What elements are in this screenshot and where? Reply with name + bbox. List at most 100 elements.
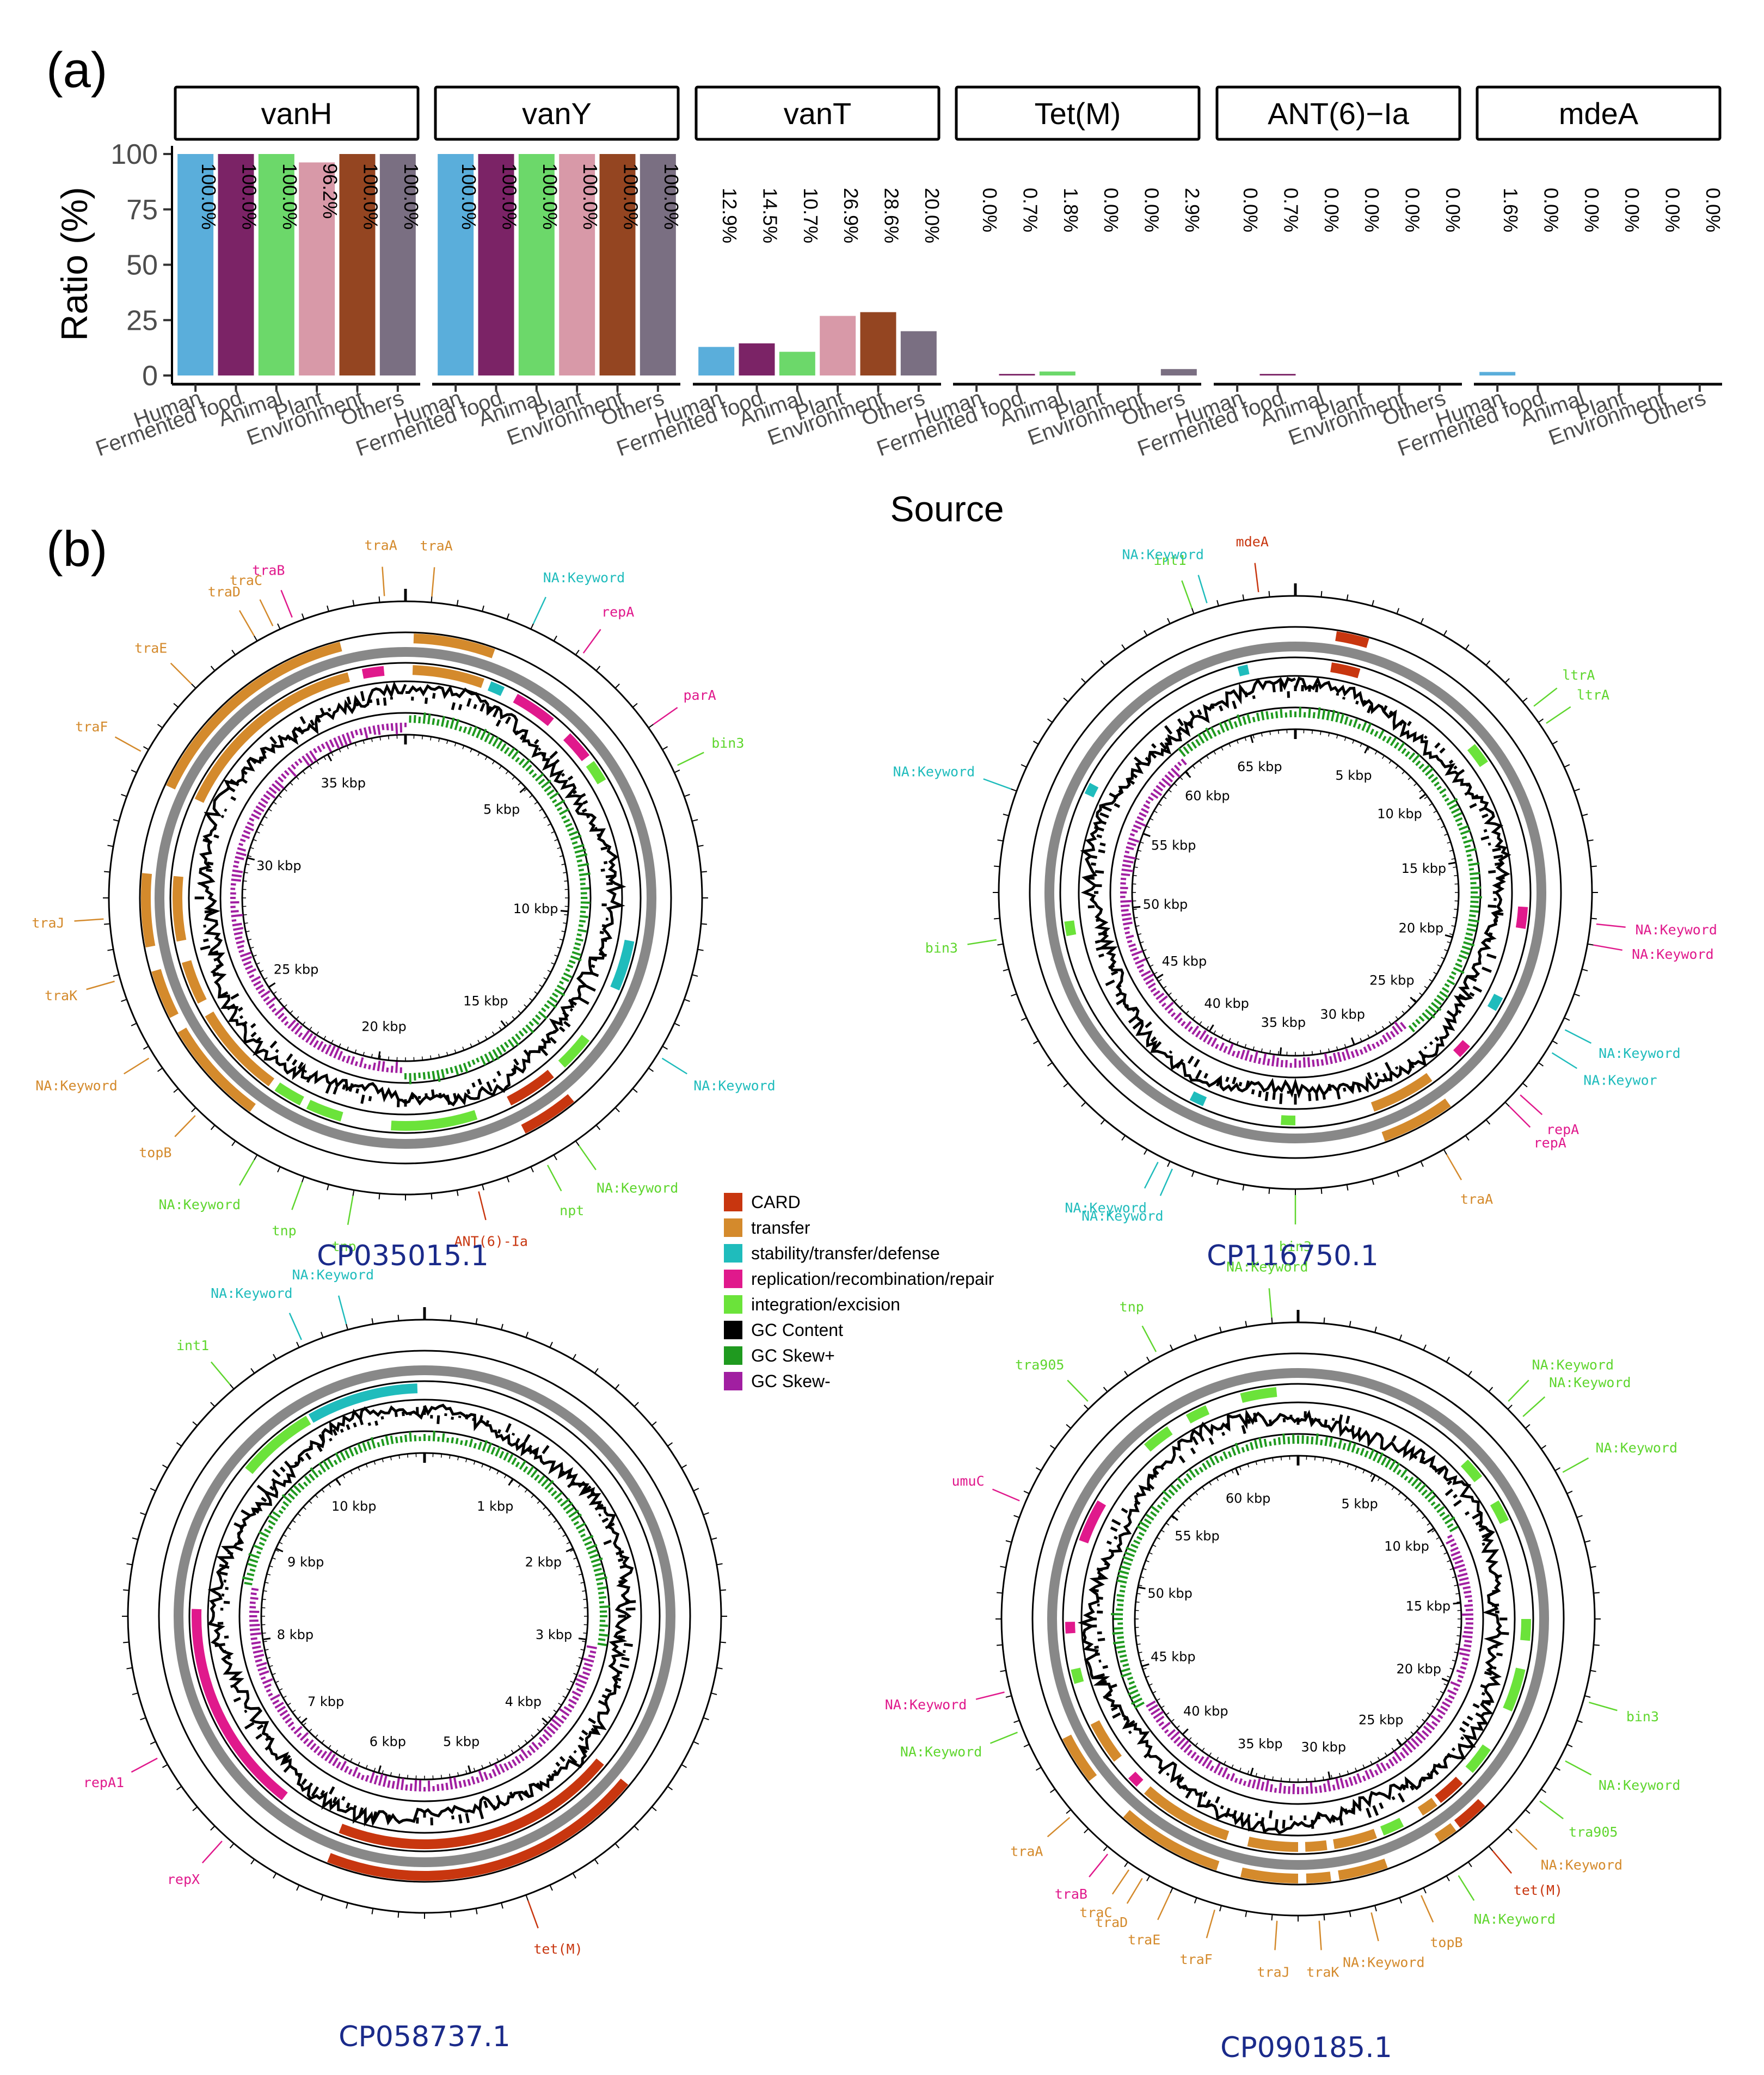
gene-label: NA:Keyword [693,1077,776,1093]
outer-tick [1446,1356,1450,1363]
gc-content-bar [1101,805,1113,812]
gc-skew-minus [280,1015,288,1023]
gc-content-bar [582,800,588,805]
outer-tick [1554,1766,1561,1771]
gc-content-bar [446,1094,451,1105]
gc-content-bar [1111,1519,1121,1526]
outer-tick [176,1785,182,1790]
kbp-minor-tick [547,970,551,972]
gc-skew-plus [1392,1462,1400,1473]
gc-skew-plus [1433,1503,1441,1510]
kbp-minor-tick [250,946,254,949]
gc-skew-minus [391,1781,395,1789]
gc-skew-plus [532,1018,540,1025]
gc-skew-plus [1120,1585,1126,1588]
gc-skew-minus [582,1671,591,1676]
gc-skew-minus [372,725,377,735]
kbp-label: 55 kbp [1151,838,1196,853]
kbp-minor-tick [260,823,264,826]
feature-outer-card [521,1094,574,1134]
gc-content-bar [219,1563,230,1569]
gc-skew-minus [1136,964,1145,969]
gc-skew-plus [1467,923,1478,927]
label-leader [259,599,274,626]
kbp-minor-tick [309,1728,312,1732]
gc-skew-minus [346,732,352,744]
gene-label: traB [1055,1886,1087,1902]
kbp-label: 35 kbp [1261,1015,1306,1030]
gc-skew-minus [231,919,237,922]
gc-content-bar [1203,1073,1209,1079]
gc-skew-minus [309,750,318,762]
facet-title: ANT(6)−Ia [1268,96,1410,131]
gc-content-bar [1095,940,1101,944]
gc-skew-plus [458,726,463,732]
outer-tick [651,1421,657,1426]
gc-skew-minus [1462,1635,1473,1639]
kbp-minor-tick [1236,740,1239,744]
outer-tick [700,923,707,925]
gc-skew-plus [1424,768,1434,777]
gc-skew-plus [515,1033,521,1040]
gc-skew-plus [486,1442,493,1454]
gc-skew-minus [255,984,264,990]
gc-skew-minus [298,1032,303,1038]
gc-content-bar [1464,1511,1470,1516]
gc-skew-minus [1359,1049,1364,1055]
gc-skew-minus [1206,1759,1213,1769]
kbp-minor-tick [1447,841,1451,844]
gc-content-bar [451,702,456,710]
gc-skew-minus [233,931,243,935]
outer-tick [231,649,236,656]
kbp-minor-tick [1280,1777,1282,1782]
gc-skew-minus [1310,1782,1313,1794]
gc-skew-minus [287,767,297,777]
gc-content-bar [272,1469,281,1477]
gc-skew-minus [1143,973,1154,981]
gc-skew-plus [1202,731,1209,742]
gc-skew-minus [325,1044,332,1055]
outer-tick [1582,814,1588,816]
gc-content-bar [1384,1062,1391,1071]
outer-tick [681,1764,687,1768]
gc-skew-minus [1170,1012,1176,1018]
bar-value-label: 0.0% [1402,188,1424,232]
gc-skew-plus [1178,748,1186,758]
gc-content-bar [1413,1455,1418,1460]
gc-content-bar [416,1407,419,1415]
gc-skew-minus [494,1763,501,1775]
feature-integration-excision [1520,1619,1531,1641]
feature-replication-recombination-repair [1515,906,1528,929]
gc-skew-minus [1365,1770,1370,1780]
facet-strip [955,85,1201,141]
feature-integration-excision [1503,1667,1526,1711]
gc-skew-minus [1425,1722,1435,1731]
gc-content-bar [1496,1652,1503,1657]
gc-content-bar [1366,1807,1372,1818]
gc-skew-plus [544,1003,550,1009]
gc-content-bar [1097,1637,1105,1642]
outer-tick [1467,1370,1472,1377]
gc-content-bar [305,1452,312,1460]
label-leader [1589,1702,1618,1711]
gc-skew-plus [1408,752,1416,760]
kbp-minor-tick [328,1745,331,1749]
gc-skew-minus [1447,1689,1457,1696]
gc-content-bar [325,1084,331,1094]
kbp-minor-tick [1202,1747,1205,1752]
gene-label: traA [420,538,453,553]
gc-skew-minus [1448,1695,1455,1700]
kbp-minor-tick [309,765,312,769]
gc-skew-plus [595,1576,608,1581]
gene-label: repA1 [83,1775,124,1790]
gc-skew-plus [515,757,520,763]
kbp-minor-tick [316,760,319,765]
gc-skew-minus [1462,1657,1469,1661]
gc-skew-plus [1369,728,1375,735]
kbp-tick [1142,833,1151,838]
kbp-label: 35 kbp [321,775,366,791]
gc-skew-plus [561,815,567,820]
gc-skew-minus [1184,1021,1192,1030]
label-leader [86,981,115,990]
gene-label: tnp [1120,1299,1144,1315]
